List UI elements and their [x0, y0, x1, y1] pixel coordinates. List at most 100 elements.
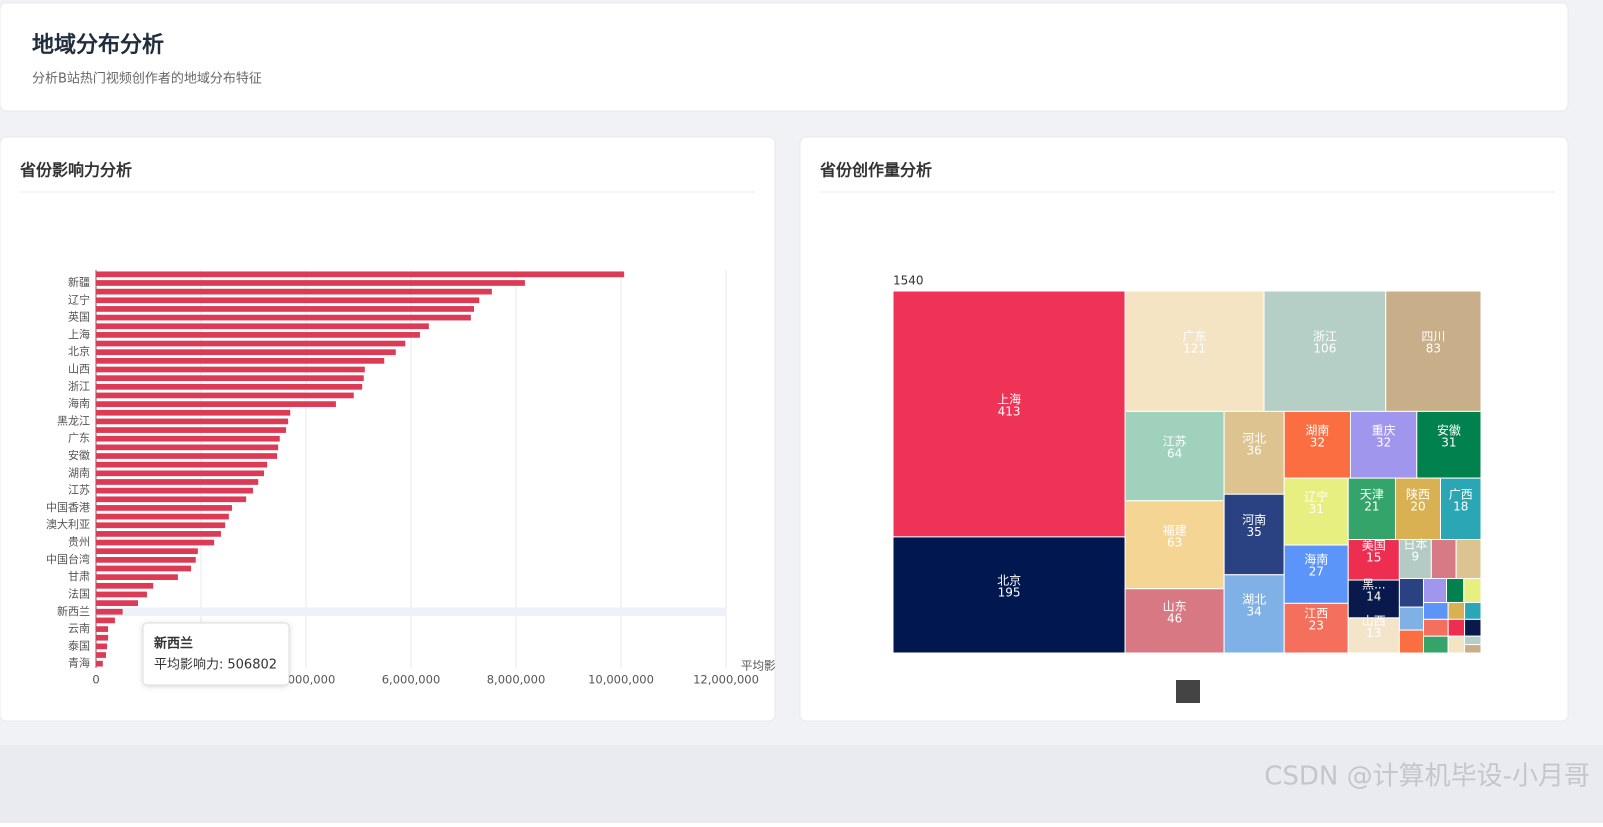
bar	[96, 453, 278, 459]
tooltip-title: 新西兰	[154, 636, 193, 652]
tile-label: 陕西	[1406, 486, 1430, 501]
bar	[96, 548, 198, 555]
bar	[96, 383, 363, 390]
tile	[1439, 477, 1482, 541]
page-title: 地域分布分析	[32, 32, 164, 58]
bar	[96, 444, 279, 451]
tile-label: 广西	[1449, 487, 1473, 501]
tile-value: 32	[1310, 435, 1325, 449]
tile	[1347, 539, 1400, 581]
tile	[1124, 290, 1265, 412]
y-tick-label: 新西兰	[57, 604, 90, 618]
bar	[96, 427, 287, 433]
bar	[96, 660, 103, 667]
bar	[96, 470, 264, 477]
tile-value: 31	[1309, 502, 1324, 516]
bar	[96, 349, 396, 356]
y-tick-label: 广东	[68, 432, 90, 445]
tile	[1464, 618, 1482, 637]
tile-value: 31	[1441, 435, 1456, 449]
bar	[96, 634, 109, 641]
bar	[96, 340, 406, 347]
tile-label: 山西	[1362, 614, 1386, 628]
breadcrumb[interactable]	[1176, 680, 1200, 703]
bar	[96, 409, 291, 416]
y-tick-label: 青海	[68, 656, 90, 670]
bar	[96, 574, 178, 581]
tile-value: 18	[1453, 499, 1468, 513]
tile-value: 83	[1426, 342, 1441, 356]
bar	[96, 652, 106, 658]
bar	[96, 608, 123, 615]
x-tick-label: 6,000,000	[382, 673, 441, 687]
tile	[1430, 539, 1457, 579]
y-tick-label: 黑龙江	[57, 414, 90, 427]
x-tick-label: 4,000,000	[277, 673, 336, 687]
tile	[1283, 477, 1349, 546]
y-tick-label: 甘肃	[68, 570, 90, 583]
tile	[1347, 617, 1400, 654]
bar	[96, 626, 109, 632]
tile-label: 海南	[1304, 552, 1328, 567]
tile-value: 63	[1167, 535, 1182, 549]
tile	[1124, 588, 1225, 654]
tile-value: 23	[1309, 619, 1324, 633]
hover-band	[96, 607, 726, 617]
y-tick-label: 新疆	[68, 275, 90, 289]
bar	[96, 539, 215, 546]
tile	[1398, 629, 1424, 654]
tile-value: 32	[1376, 435, 1391, 449]
y-tick-label: 海南	[68, 396, 90, 410]
tile-value: 9	[1412, 550, 1420, 564]
x-axis-name: 平均影响力	[741, 659, 799, 673]
page-subtitle: 分析B站热门视频创作者的地域分布特征	[32, 71, 262, 87]
tooltip-label: 平均影响力:	[154, 657, 223, 673]
tile-value: 34	[1247, 604, 1262, 618]
tile	[1398, 539, 1432, 579]
tile	[1455, 539, 1482, 579]
tile	[1385, 290, 1482, 412]
tile	[1445, 577, 1465, 604]
tile	[1422, 618, 1449, 637]
y-tick-label: 浙江	[68, 380, 90, 393]
tile-value: 413	[998, 404, 1021, 418]
tile-label: 日本	[1403, 538, 1427, 552]
tile-label: 湖北	[1242, 591, 1266, 606]
watermark: CSDN @计算机毕设-小月哥	[1264, 762, 1590, 792]
tile-value: 20	[1410, 499, 1425, 513]
y-tick-label: 云南	[68, 622, 90, 635]
bar	[96, 357, 385, 364]
tile-label: 山东	[1163, 599, 1187, 613]
tile-label: 福建	[1163, 522, 1187, 537]
tile-value: 106	[1313, 342, 1336, 356]
bar-chart: 新疆辽宁英国上海北京山西浙江海南黑龙江广东安徽湖南江苏中国香港澳大利亚贵州中国台…	[46, 270, 799, 687]
x-tick-label: 10,000,000	[588, 673, 654, 687]
tooltip	[142, 622, 290, 686]
tile-value: 195	[998, 585, 1021, 599]
header-card	[0, 2, 1569, 112]
tile-value: 35	[1247, 525, 1262, 539]
tile-label: 浙江	[1313, 330, 1337, 344]
bar	[96, 505, 232, 511]
tile-label: 广东	[1183, 330, 1207, 344]
x-tick-label: 12,000,000	[693, 673, 759, 687]
bar	[96, 418, 289, 425]
tile-label: 重庆	[1372, 423, 1396, 437]
tile	[1422, 635, 1449, 654]
tile	[1398, 606, 1424, 631]
tile	[1464, 602, 1482, 620]
bar	[96, 591, 147, 598]
tile-label: 北京	[997, 573, 1021, 587]
footer-band	[0, 745, 1603, 823]
tile	[892, 536, 1126, 654]
tile-value: 15	[1366, 550, 1381, 564]
bar	[96, 392, 354, 399]
bar	[96, 401, 336, 407]
bar	[96, 375, 364, 382]
bar	[96, 323, 429, 330]
bar	[96, 496, 247, 503]
tile	[1422, 602, 1449, 620]
tile	[1447, 635, 1466, 654]
